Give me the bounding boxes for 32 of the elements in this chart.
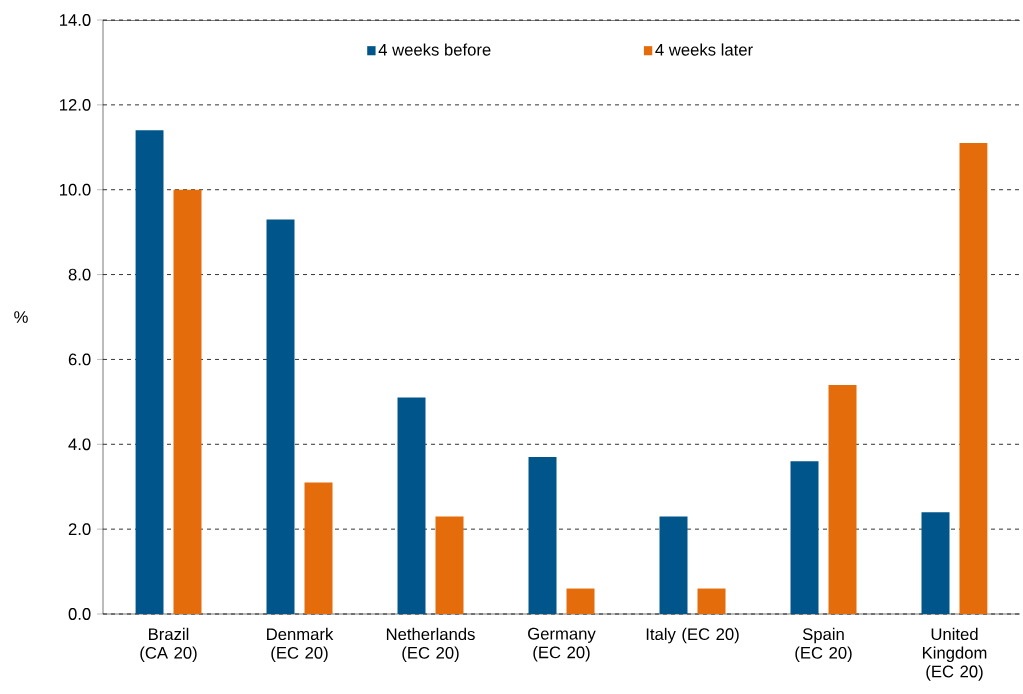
y-tick-label: 8.0 <box>68 268 91 281</box>
y-tick-label: 10.0 <box>60 183 91 196</box>
legend-label: 4 weeks later <box>655 43 753 56</box>
bar <box>566 588 595 614</box>
bar <box>528 457 557 614</box>
y-axis-title: % <box>14 311 28 323</box>
y-tick-label: 4.0 <box>68 438 91 451</box>
bar <box>659 516 688 614</box>
bar <box>959 143 988 614</box>
bar <box>697 588 726 614</box>
x-tick-label: Denmark (EC 20) <box>267 627 334 663</box>
y-tick-label: 0.0 <box>68 608 91 620</box>
y-tick-label: 6.0 <box>68 353 91 366</box>
bar <box>397 397 426 614</box>
y-tick-label: 2.0 <box>68 523 91 536</box>
x-tick-label: Italy (EC 20) <box>646 627 739 644</box>
bar <box>266 219 295 614</box>
legend-label: 4 weeks before <box>378 43 491 56</box>
x-tick-label: United Kingdom (EC 20) <box>922 627 987 681</box>
bar <box>173 189 202 614</box>
y-tick-label: 12.0 <box>60 98 91 111</box>
bar <box>435 516 464 614</box>
bar <box>135 130 164 614</box>
bar <box>828 384 857 614</box>
bar <box>921 512 950 614</box>
x-tick-label: Germany (EC 20) <box>528 627 596 662</box>
y-tick-label: 14.0 <box>60 14 91 26</box>
x-tick-label: Spain (EC 20) <box>795 627 852 663</box>
bar <box>304 482 333 614</box>
x-tick-label: Brazil (CA 20) <box>140 627 197 663</box>
bar <box>790 461 819 614</box>
x-tick-label: Netherlands (EC 20) <box>386 627 475 663</box>
